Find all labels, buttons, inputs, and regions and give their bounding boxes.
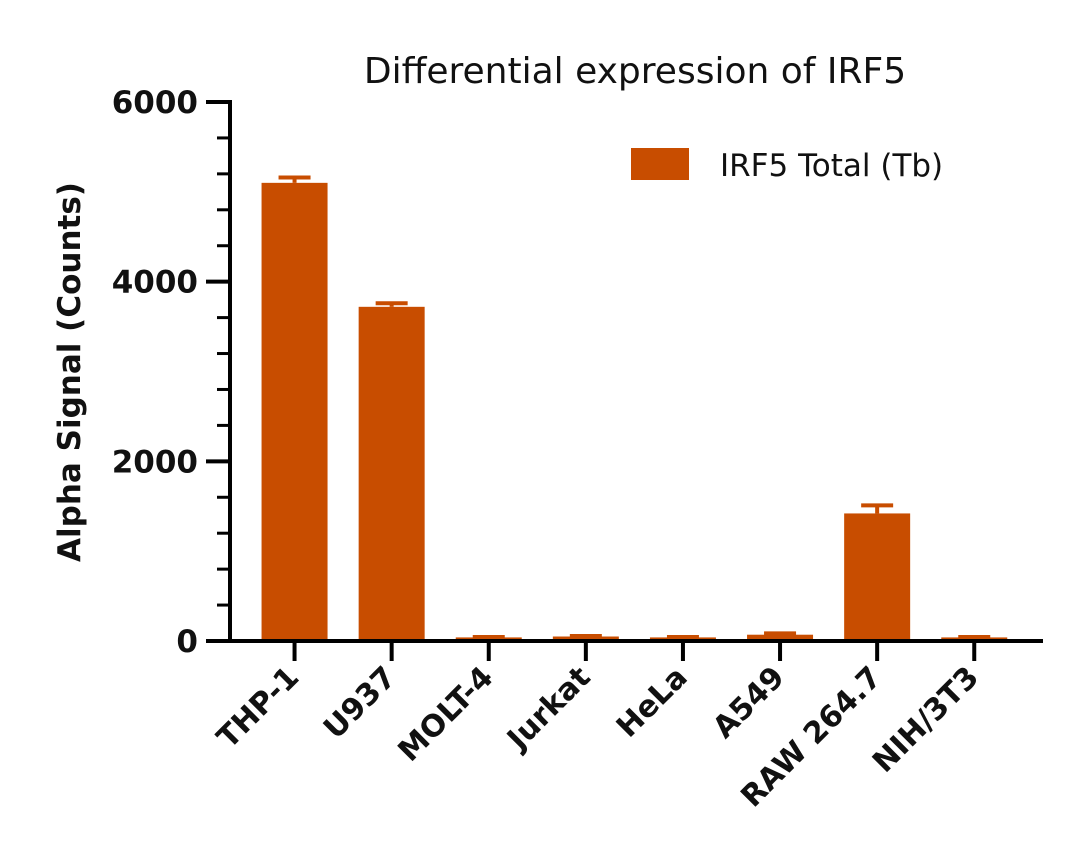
- bar: [261, 182, 328, 641]
- x-tick-label: THP-1: [210, 660, 306, 756]
- legend: IRF5 Total (Tb): [631, 148, 943, 184]
- y-tick-label: 2000: [112, 444, 198, 480]
- x-tick-label: HeLa: [610, 660, 695, 745]
- y-tick-label: 6000: [112, 85, 198, 121]
- bar: [358, 306, 425, 641]
- legend-label: IRF5 Total (Tb): [720, 148, 943, 184]
- x-tick-label: Jurkat: [499, 660, 597, 758]
- bars-group: [261, 182, 1008, 641]
- y-tick-label: 0: [176, 624, 198, 660]
- y-tick-label: 4000: [112, 265, 198, 301]
- bar: [552, 636, 619, 641]
- legend-swatch: [631, 148, 689, 180]
- x-tick-label: NIH/3T3: [866, 660, 986, 780]
- x-tick-label: U937: [317, 660, 403, 746]
- bar: [844, 513, 911, 641]
- bar: [747, 634, 814, 641]
- y-axis-ticks: 0 2000 4000 6000: [112, 85, 230, 660]
- y-axis-label: Alpha Signal (Counts): [52, 182, 88, 562]
- x-tick-label: MOLT-4: [392, 660, 501, 769]
- error-bars-group: [278, 175, 991, 639]
- x-tick-label: A549: [706, 660, 791, 745]
- chart-title: Differential expression of IRF5: [364, 51, 906, 92]
